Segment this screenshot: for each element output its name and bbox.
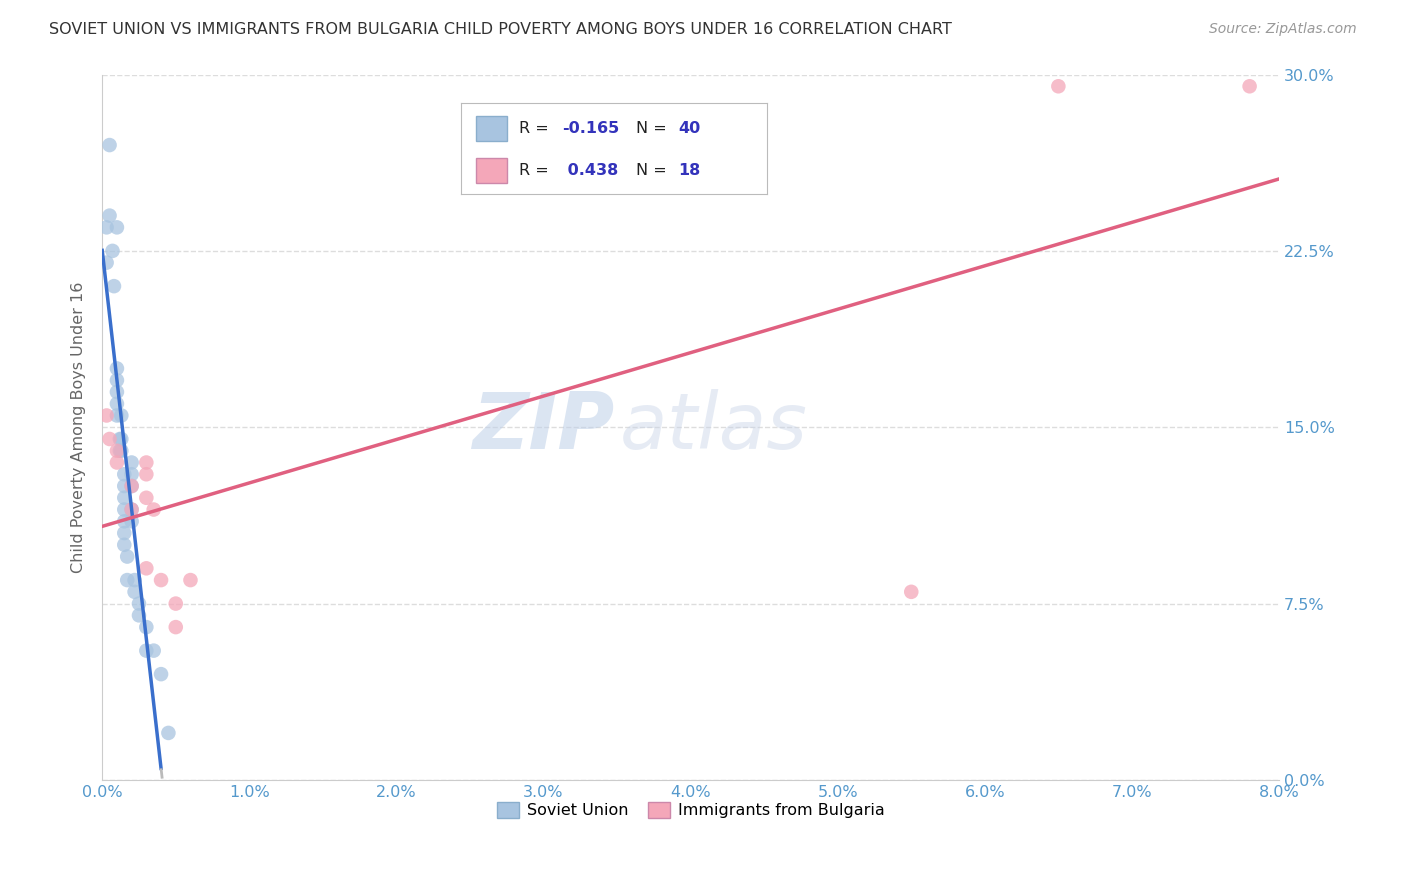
Point xyxy=(115,549,138,564)
Point xyxy=(121,479,143,493)
Point xyxy=(121,456,143,470)
Point xyxy=(179,573,201,587)
Text: atlas: atlas xyxy=(620,389,808,466)
Point xyxy=(124,573,146,587)
Point xyxy=(112,491,135,505)
Point xyxy=(112,502,135,516)
Point xyxy=(110,409,132,423)
Point xyxy=(103,279,125,293)
Point xyxy=(135,643,157,657)
Point xyxy=(112,467,135,482)
Point xyxy=(157,726,180,740)
Point xyxy=(135,491,157,505)
Text: Source: ZipAtlas.com: Source: ZipAtlas.com xyxy=(1209,22,1357,37)
Point xyxy=(110,443,132,458)
Point xyxy=(105,384,128,399)
Point xyxy=(121,502,143,516)
Point xyxy=(101,244,124,258)
Point xyxy=(112,514,135,528)
Point xyxy=(112,538,135,552)
Point xyxy=(135,620,157,634)
Point xyxy=(135,561,157,575)
Point xyxy=(98,209,121,223)
Point xyxy=(98,432,121,446)
Point xyxy=(128,597,150,611)
Point xyxy=(135,456,157,470)
Point xyxy=(1239,79,1261,94)
Point xyxy=(105,361,128,376)
Point xyxy=(96,220,118,235)
Point xyxy=(108,443,131,458)
Point xyxy=(96,255,118,269)
Point xyxy=(121,479,143,493)
Point xyxy=(112,479,135,493)
Point xyxy=(105,409,128,423)
Point xyxy=(142,502,165,516)
Point xyxy=(900,584,922,599)
Point xyxy=(142,643,165,657)
Point xyxy=(121,514,143,528)
Point xyxy=(121,502,143,516)
Point xyxy=(150,667,173,681)
Point xyxy=(105,456,128,470)
Legend: Soviet Union, Immigrants from Bulgaria: Soviet Union, Immigrants from Bulgaria xyxy=(491,796,891,825)
Point xyxy=(96,409,118,423)
Point xyxy=(105,220,128,235)
Point xyxy=(110,432,132,446)
Point xyxy=(165,597,187,611)
Text: ZIP: ZIP xyxy=(472,389,614,466)
Point xyxy=(108,432,131,446)
Point xyxy=(105,373,128,387)
Text: SOVIET UNION VS IMMIGRANTS FROM BULGARIA CHILD POVERTY AMONG BOYS UNDER 16 CORRE: SOVIET UNION VS IMMIGRANTS FROM BULGARIA… xyxy=(49,22,952,37)
Point xyxy=(1047,79,1070,94)
Point xyxy=(98,138,121,153)
Point xyxy=(124,584,146,599)
Point xyxy=(105,397,128,411)
Point xyxy=(112,526,135,541)
Point xyxy=(165,620,187,634)
Point xyxy=(115,573,138,587)
Point xyxy=(135,467,157,482)
Point xyxy=(121,467,143,482)
Y-axis label: Child Poverty Among Boys Under 16: Child Poverty Among Boys Under 16 xyxy=(72,282,86,573)
Point xyxy=(150,573,173,587)
Point xyxy=(105,443,128,458)
Point xyxy=(128,608,150,623)
